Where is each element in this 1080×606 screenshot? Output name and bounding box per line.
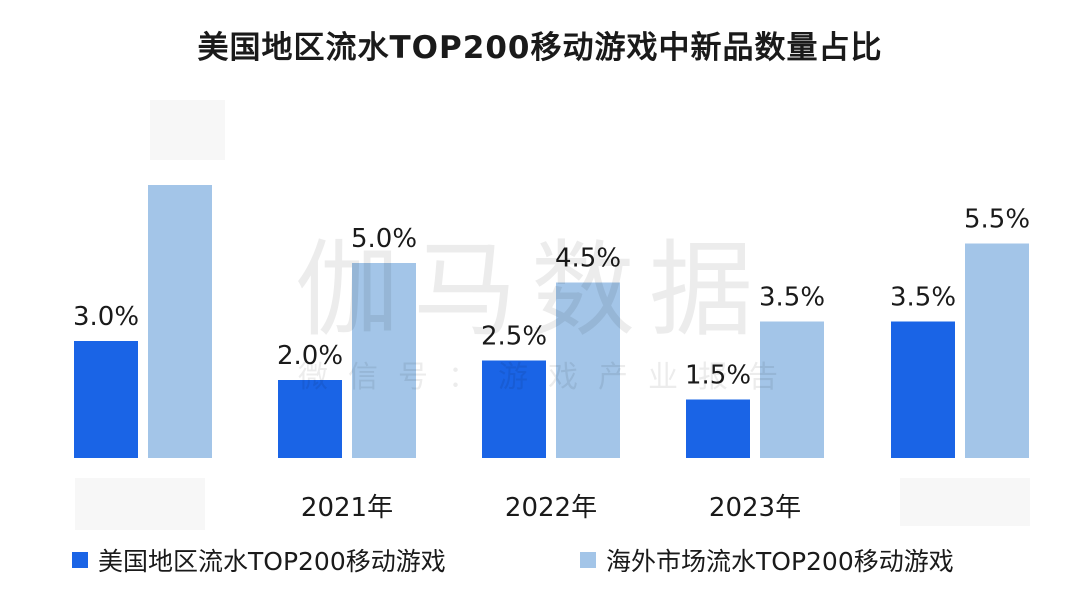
data-label-s2-c5: 5.5% [964,205,1030,235]
x-tick-label-3: 2022年 [505,493,597,523]
x-tick-label-2: 2021年 [301,493,393,523]
legend-label-series-2: 海外市场流水TOP200移动游戏 [606,547,954,576]
data-label-s1-c3: 2.5% [481,322,547,352]
bar-s1-c1 [74,341,138,458]
bar-s1-c5 [891,321,955,458]
bar-s2-c4 [760,321,824,458]
bar-s1-c4 [686,399,750,458]
data-label-s1-c2: 2.0% [277,341,343,371]
x-tick-label-4: 2023年 [709,493,801,523]
data-label-s1-c5: 3.5% [890,283,956,313]
data-label-s2-c4: 3.5% [759,283,825,313]
legend-item-series-2: 海外市场流水TOP200移动游戏 [580,540,954,580]
legend-swatch-series-1 [72,552,88,568]
bar-s1-c2 [278,380,342,458]
legend-label-series-1: 美国地区流水TOP200移动游戏 [98,547,446,576]
data-label-s2-c3: 4.5% [555,244,621,274]
legend-item-series-1: 美国地区流水TOP200移动游戏 [72,540,446,580]
data-label-s1-c1: 3.0% [73,302,139,332]
chart-title: 美国地区流水TOP200移动游戏中新品数量占比 [197,30,883,66]
bar-s1-c3 [482,360,546,458]
data-label-s2-c2: 5.0% [351,224,417,254]
bar-s2-c1 [148,185,212,458]
bar-s2-c2 [352,263,416,458]
bar-s2-c3 [556,282,620,458]
bar-s2-c5 [965,243,1029,458]
data-label-s1-c4: 1.5% [685,361,751,391]
legend-swatch-series-2 [580,552,596,568]
